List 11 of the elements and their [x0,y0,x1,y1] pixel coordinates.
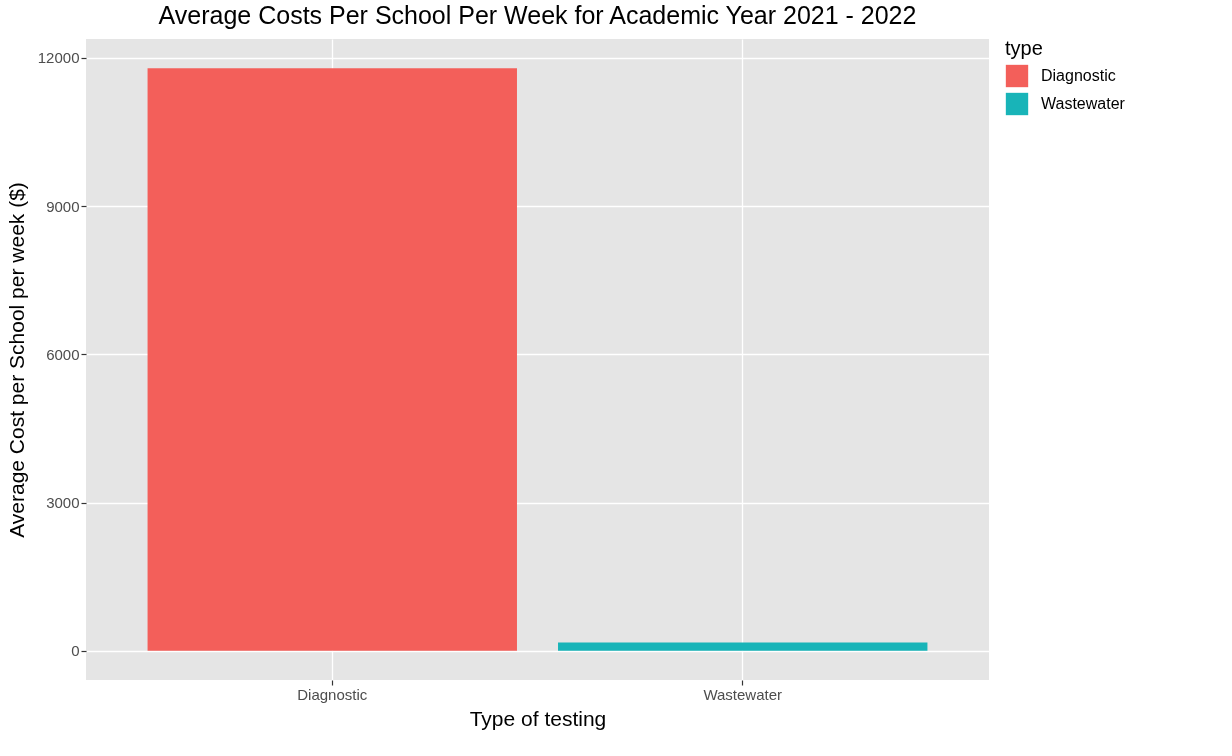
y-tick-label: 9000 [46,197,80,215]
y-axis-title: Average Cost per School per week ($) [4,182,28,538]
y-tick-label: 0 [71,642,80,660]
legend-label: Wastewater [1041,95,1126,112]
y-tick-label: 12000 [37,49,80,67]
legend-label: Diagnostic [1041,67,1116,84]
y-tick-label: 6000 [46,345,80,363]
legend-title: type [1005,37,1043,59]
x-axis-title: Type of testing [469,706,607,730]
y-tick-label: 3000 [46,494,80,512]
chart-title: Average Costs Per School Per Week for Academic Year 2021 - 2022 [158,1,917,29]
